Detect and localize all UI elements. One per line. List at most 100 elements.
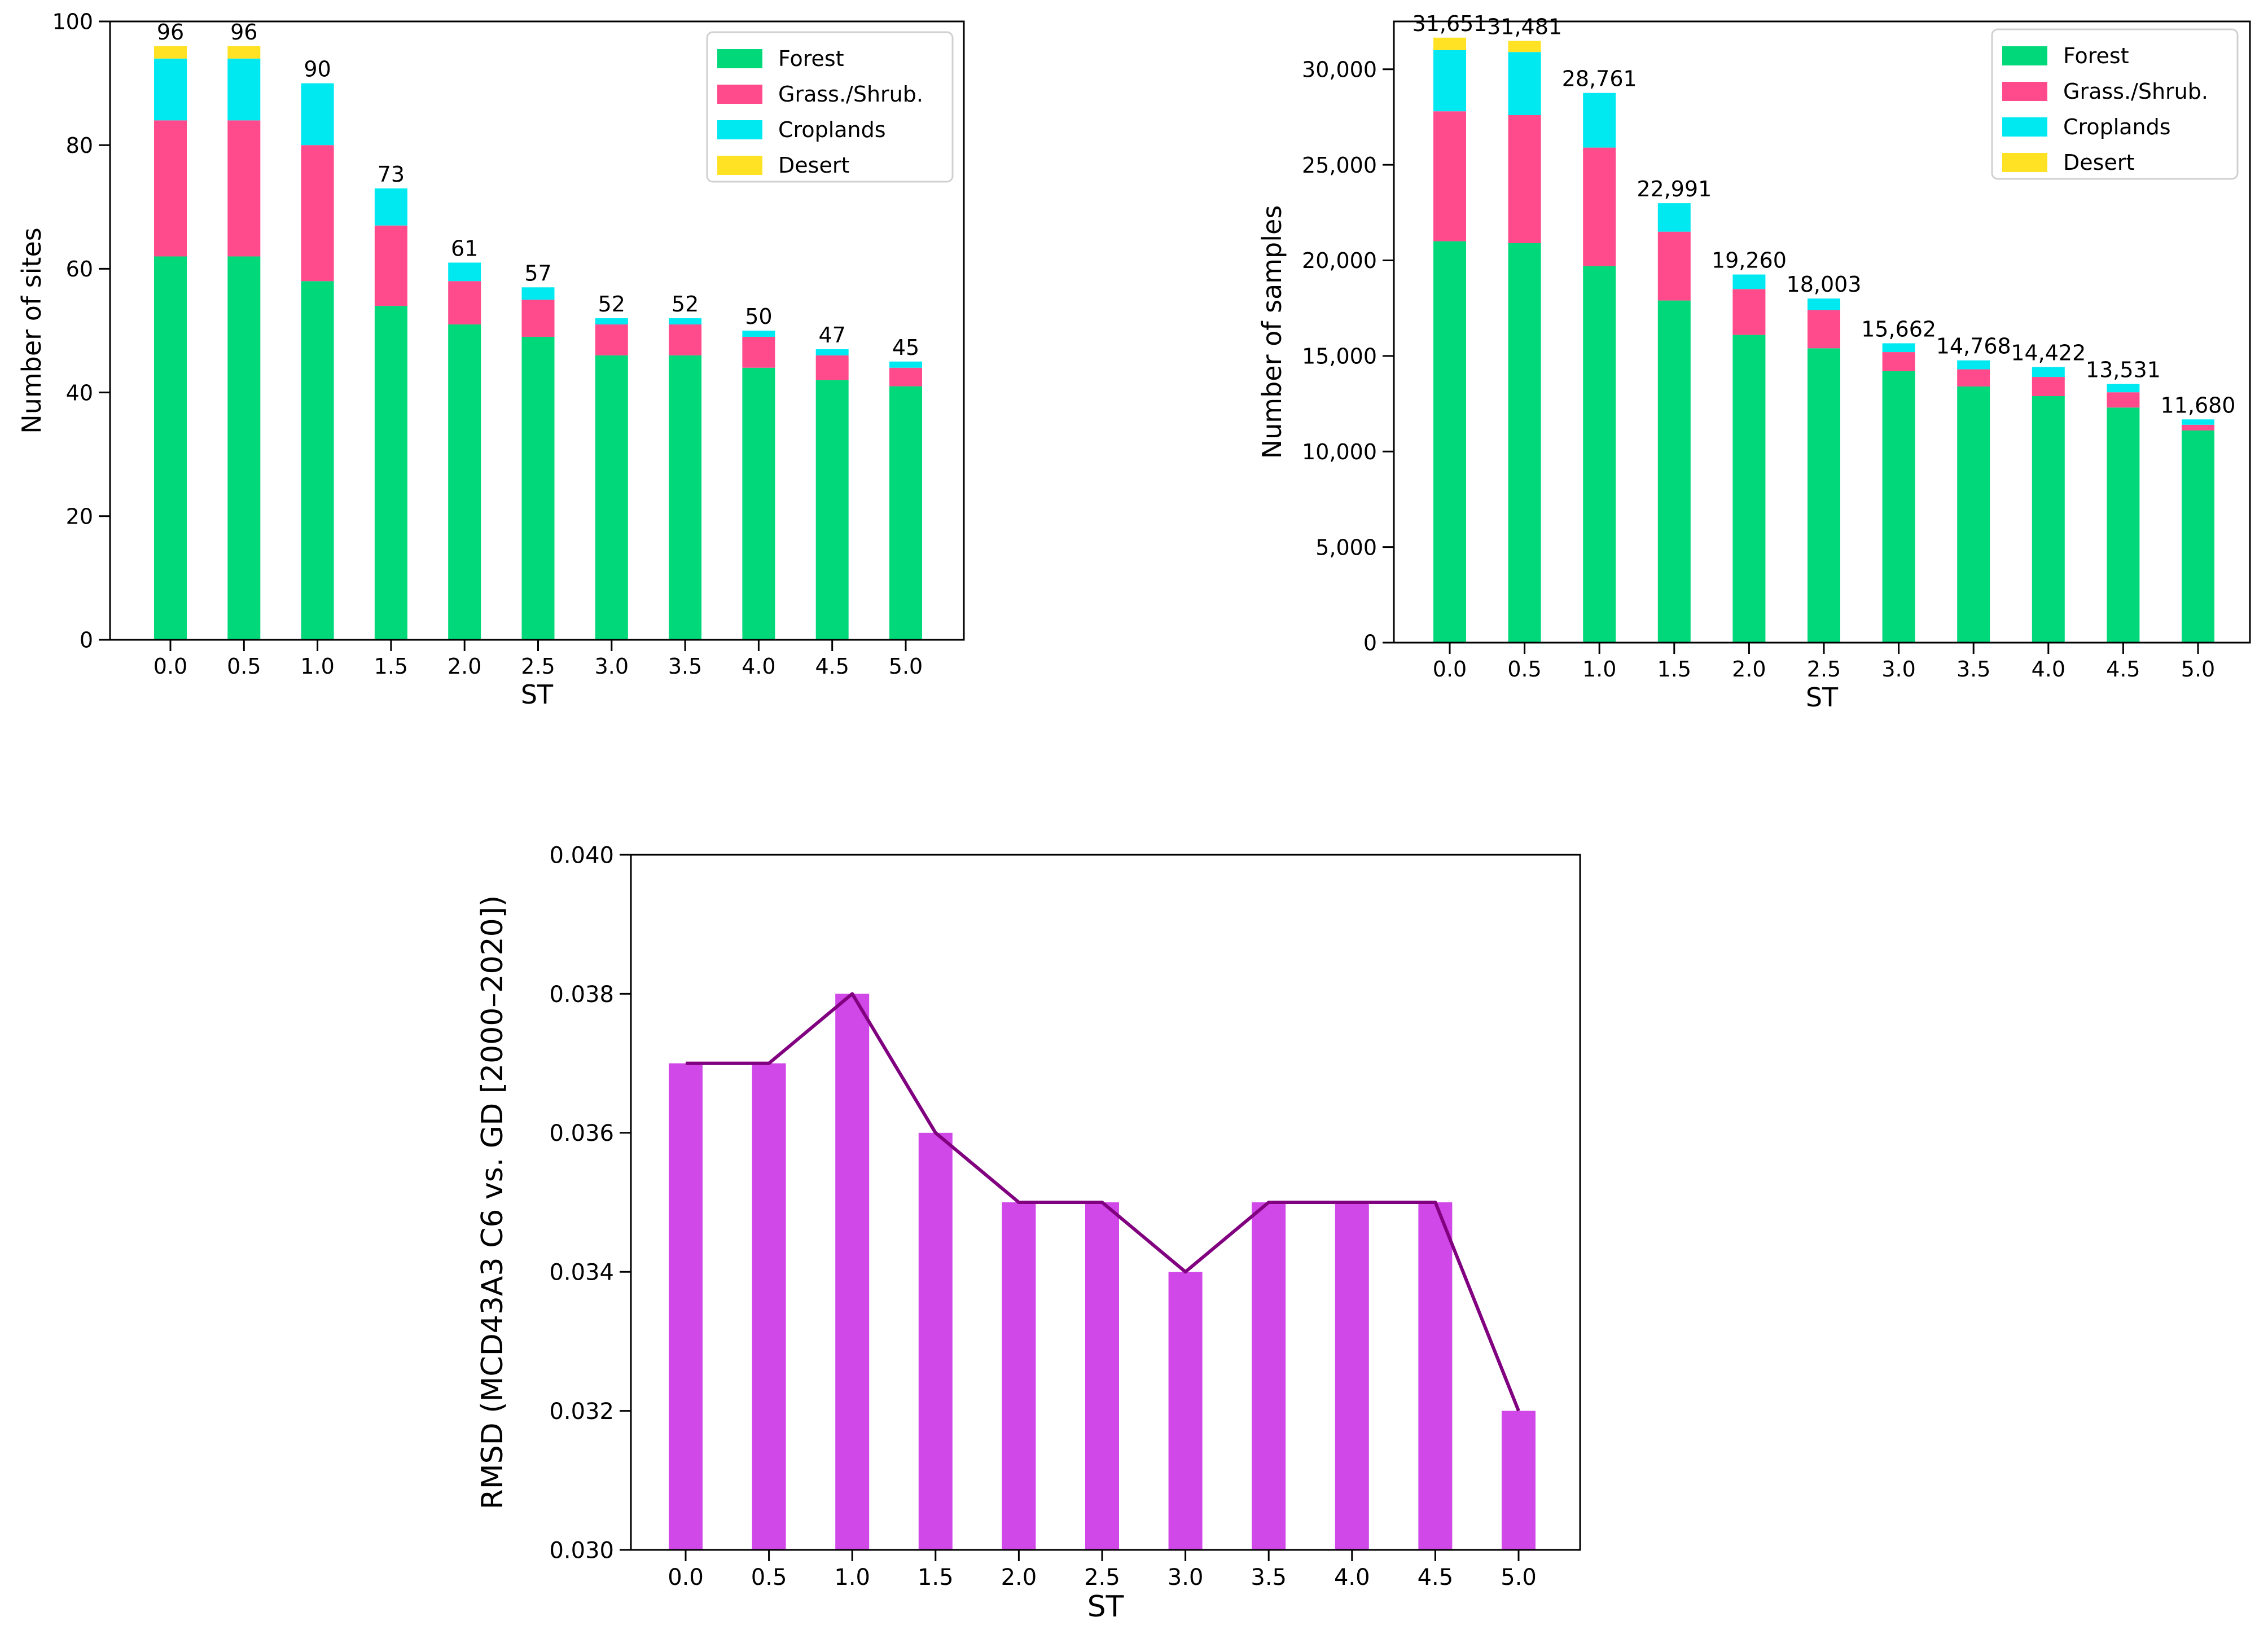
x-tick-label: 2.5 [1084,1565,1120,1591]
x-tick-label: 1.0 [1582,657,1616,682]
plot-frame [109,20,965,641]
x-tick-label: 0.5 [751,1565,787,1591]
bar-croplands [595,318,628,325]
legend-swatch [2002,82,2047,101]
bar-croplands [742,331,775,337]
legend-swatch [2002,46,2047,65]
y-tick-label: 0 [80,628,93,653]
total-label: 47 [819,323,846,348]
x-tick-label: 2.5 [1807,657,1841,682]
bar-forest [2107,407,2140,643]
legend-label: Grass./Shrub. [778,82,923,107]
bar-grass-shrub [1957,369,1990,387]
x-tick-label: 0.0 [153,654,187,679]
x-tick-label: 3.5 [1956,657,1990,682]
bar-croplands [2032,367,2065,377]
bar-forest [1583,266,1616,643]
bar-forest [521,336,555,640]
bar-grass-shrub [595,324,628,355]
bar-forest [595,355,628,640]
bar-grass-shrub [815,355,849,380]
legend-label: Croplands [2063,115,2171,139]
bar-croplands [1433,50,1466,112]
x-axis-title: ST [1087,1590,1124,1624]
bar-croplands [374,188,407,226]
bar-forest [1808,348,1840,643]
x-tick-label: 0.5 [1507,657,1541,682]
total-label: 61 [451,236,478,261]
legend-swatch [717,156,762,175]
total-label: 13,531 [2086,358,2161,383]
plot-frame [1393,20,2251,644]
total-label: 90 [304,57,331,82]
x-tick-label: 2.0 [1732,657,1766,682]
y-tick-label: 0.034 [549,1260,614,1286]
total-label: 52 [598,292,625,317]
bar-grass-shrub [2182,424,2214,430]
total-label: 14,768 [1936,334,2011,359]
bar-desert [1433,37,1466,50]
bar-forest [889,386,922,640]
bar-forest [1882,371,1915,643]
bar-grass-shrub [1657,231,1691,301]
y-tick-label: 20,000 [1302,248,1377,273]
y-axis-title: RMSD (MCD43A3 C6 vs. GD [2000–2020]) [476,895,510,1510]
y-tick-label: 20 [66,504,93,529]
y-tick-label: 25,000 [1302,153,1377,178]
bar-rmsd [1502,1411,1536,1550]
bar-croplands [448,262,481,282]
bar-forest [374,306,407,640]
x-tick-label: 3.5 [1251,1565,1287,1591]
rmsd-trend-line [686,992,1520,1412]
x-tick-label: 4.0 [1334,1565,1370,1591]
y-tick-label: 10,000 [1302,440,1377,464]
bar-grass-shrub [1433,111,1466,241]
y-tick-label: 0.040 [549,842,614,868]
bar-rmsd [752,1063,786,1550]
total-label: 15,662 [1861,317,1936,341]
total-label: 57 [524,261,551,285]
bar-rmsd [1168,1272,1203,1550]
bar-forest [2182,430,2214,643]
bar-grass-shrub [669,324,702,355]
bar-desert [1508,41,1541,52]
x-tick-label: 3.5 [668,654,702,679]
x-tick-label: 5.0 [2181,657,2215,682]
bar-rmsd [1335,1202,1369,1550]
y-tick-label: 100 [52,10,93,34]
legend-swatch [717,85,762,104]
y-axis-title: Number of samples [1257,205,1287,459]
y-axis-title: Number of sites [16,227,47,433]
y-tick-label: 5,000 [1315,535,1377,560]
bar-desert [154,46,187,59]
legend-box [1991,28,2239,180]
bar-rmsd [1252,1202,1286,1550]
total-label: 11,680 [2161,393,2236,418]
bar-croplands [1657,203,1691,232]
chart-sites: 0 20 40 60 80 100 0.0 0.5 1.0 1.5 2.0 2.5 3.0 3.5 4.0 4… [16,10,965,710]
bar-forest [815,380,849,640]
total-label: 96 [157,20,184,45]
bar-forest [1508,243,1541,643]
bar-grass-shrub [1808,310,1840,349]
bar-forest [2032,396,2065,643]
bar-forest [669,355,702,640]
bar-rmsd [1085,1202,1119,1550]
x-tick-label: 3.0 [1881,657,1915,682]
bar-croplands [301,83,334,146]
legend-label: Desert [2063,150,2134,175]
total-label: 31,481 [1487,15,1562,39]
legend-swatch [717,49,762,68]
bar-croplands [1732,274,1766,289]
bar-grass-shrub [448,281,481,325]
bar-croplands [1508,52,1541,115]
x-tick-label: 1.5 [918,1565,954,1591]
bar-croplands [1583,93,1616,148]
x-tick-label: 4.0 [742,654,775,679]
bar-forest [227,256,261,640]
bar-forest [448,324,481,640]
bar-rmsd [918,1132,953,1550]
bar-croplands [2107,384,2140,393]
x-tick-label: 2.5 [521,654,555,679]
bar-croplands [521,287,555,300]
